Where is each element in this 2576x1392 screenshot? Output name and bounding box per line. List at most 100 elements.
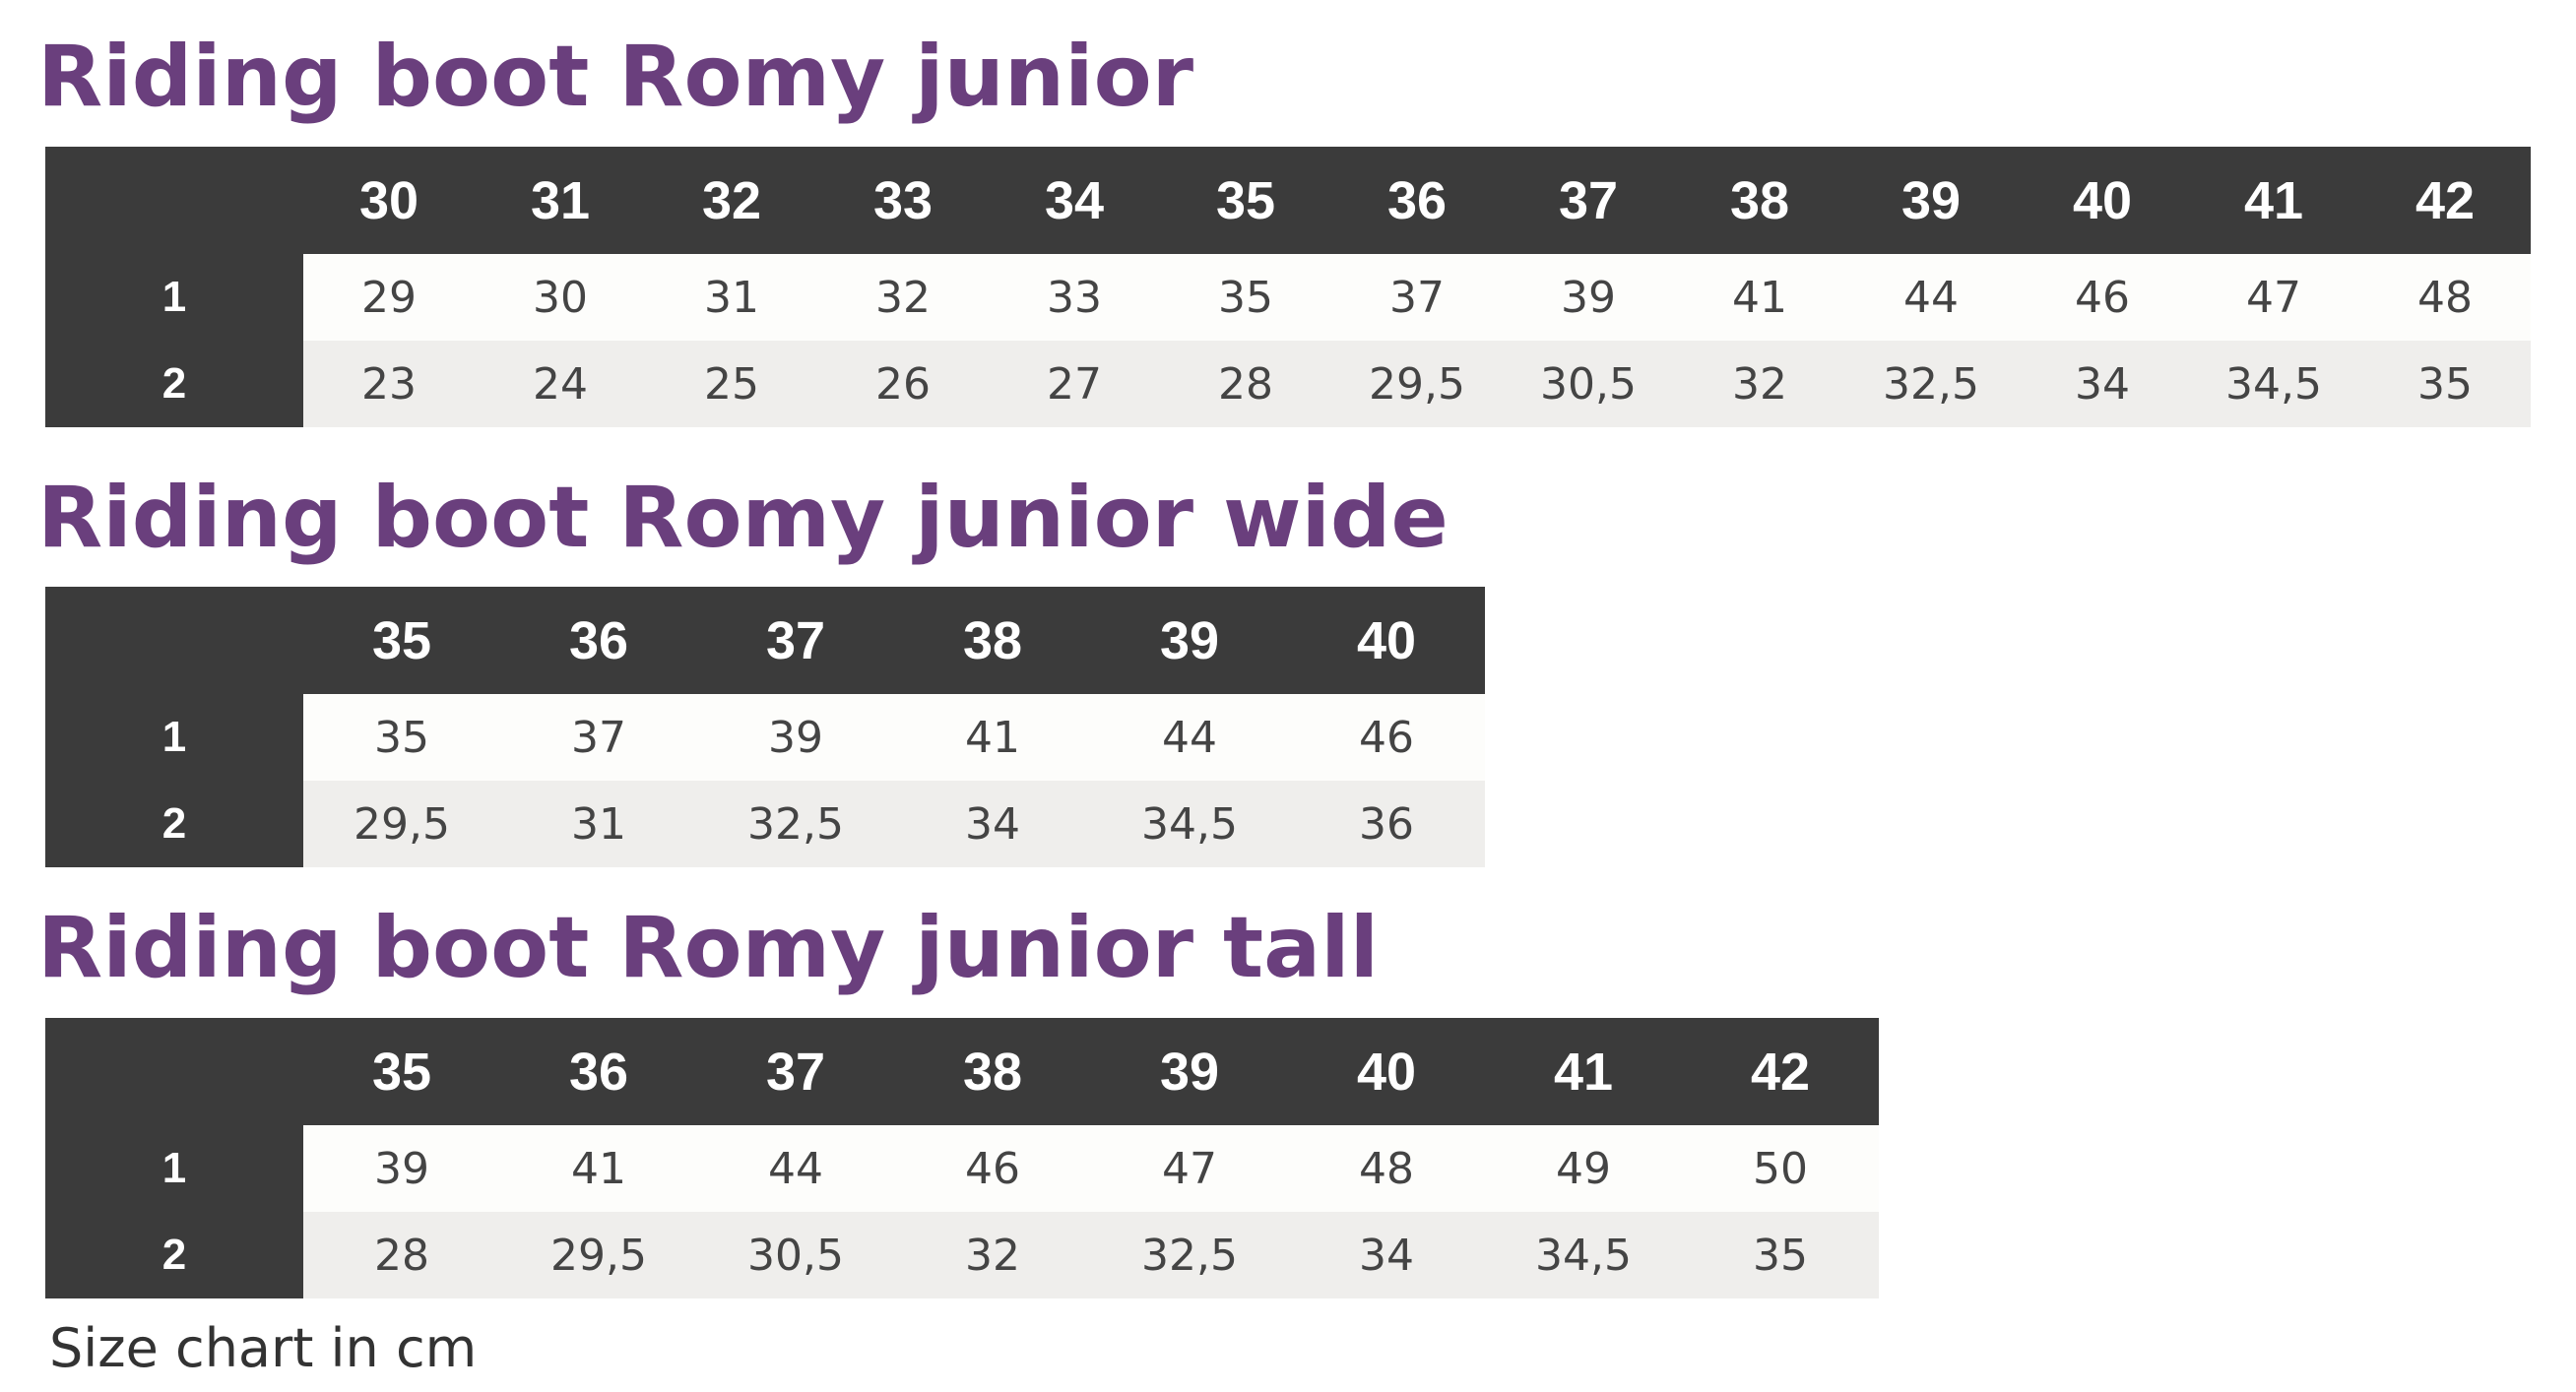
section-title-junior-tall: Riding boot Romy junior tall — [37, 899, 1380, 997]
measurement-cell: 41 — [500, 1125, 697, 1212]
row-label-cell: 2 — [45, 341, 303, 427]
size-header-cell: 42 — [1682, 1018, 1879, 1125]
measurement-row-1: 1 35 37 39 41 44 46 — [45, 694, 1485, 781]
measurement-cell: 41 — [1674, 254, 1845, 341]
measurement-cell: 29,5 — [1331, 341, 1503, 427]
measurement-cell: 32,5 — [1845, 341, 2017, 427]
row-label-cell: 2 — [45, 1212, 303, 1298]
measurement-cell: 32 — [1674, 341, 1845, 427]
measurement-cell: 32,5 — [697, 781, 894, 867]
measurement-cell: 30,5 — [1503, 341, 1674, 427]
measurement-cell: 39 — [1503, 254, 1674, 341]
measurement-cell: 48 — [2359, 254, 2531, 341]
measurement-row-2: 2 28 29,5 30,5 32 32,5 34 34,5 35 — [45, 1212, 1879, 1298]
measurement-cell: 28 — [303, 1212, 500, 1298]
measurement-cell: 39 — [303, 1125, 500, 1212]
measurement-cell: 27 — [989, 341, 1160, 427]
row-label-cell: 2 — [45, 781, 303, 867]
measurement-cell: 35 — [303, 694, 500, 781]
measurement-cell: 34,5 — [2188, 341, 2359, 427]
measurement-cell: 32 — [817, 254, 989, 341]
measurement-cell: 29 — [303, 254, 475, 341]
measurement-cell: 44 — [1845, 254, 2017, 341]
size-header-cell: 34 — [989, 147, 1160, 254]
size-header-cell: 40 — [2017, 147, 2188, 254]
size-header-cell: 42 — [2359, 147, 2531, 254]
size-table-junior-tall: 35 36 37 38 39 40 41 42 1 39 41 44 46 47 48 49 50 2 28 29… — [45, 1018, 1879, 1298]
size-header-cell: 40 — [1288, 587, 1485, 694]
measurement-cell: 25 — [646, 341, 817, 427]
measurement-cell: 44 — [697, 1125, 894, 1212]
measurement-cell: 34 — [1288, 1212, 1485, 1298]
size-header-cell: 41 — [1485, 1018, 1682, 1125]
measurement-cell: 24 — [475, 341, 646, 427]
measurement-cell: 39 — [697, 694, 894, 781]
measurement-cell: 49 — [1485, 1125, 1682, 1212]
measurement-cell: 36 — [1288, 781, 1485, 867]
measurement-cell: 35 — [1160, 254, 1331, 341]
row-label-cell: 1 — [45, 694, 303, 781]
size-header-cell: 40 — [1288, 1018, 1485, 1125]
measurement-cell: 32 — [894, 1212, 1091, 1298]
size-table-junior: 30 31 32 33 34 35 36 37 38 39 40 41 42 1 29 30 31 32 33 35… — [45, 147, 2531, 427]
corner-cell — [45, 147, 303, 254]
measurement-row-1: 1 39 41 44 46 47 48 49 50 — [45, 1125, 1879, 1212]
size-header-cell: 37 — [697, 587, 894, 694]
size-header-cell: 39 — [1845, 147, 2017, 254]
measurement-cell: 37 — [500, 694, 697, 781]
corner-cell — [45, 1018, 303, 1125]
size-header-cell: 37 — [1503, 147, 1674, 254]
measurement-cell: 48 — [1288, 1125, 1485, 1212]
measurement-cell: 47 — [1091, 1125, 1288, 1212]
size-header-cell: 38 — [894, 1018, 1091, 1125]
size-header-cell: 39 — [1091, 587, 1288, 694]
measurement-cell: 34,5 — [1091, 781, 1288, 867]
measurement-cell: 34 — [2017, 341, 2188, 427]
size-chart-unit-note: Size chart in cm — [49, 1317, 478, 1379]
measurement-cell: 46 — [894, 1125, 1091, 1212]
measurement-cell: 28 — [1160, 341, 1331, 427]
size-header-cell: 30 — [303, 147, 475, 254]
measurement-row-2: 2 29,5 31 32,5 34 34,5 36 — [45, 781, 1485, 867]
size-header-cell: 35 — [303, 587, 500, 694]
measurement-cell: 37 — [1331, 254, 1503, 341]
measurement-cell: 30 — [475, 254, 646, 341]
size-header-row: 35 36 37 38 39 40 — [45, 587, 1485, 694]
size-header-cell: 31 — [475, 147, 646, 254]
size-header-cell: 38 — [894, 587, 1091, 694]
measurement-row-1: 1 29 30 31 32 33 35 37 39 41 44 46 47 48 — [45, 254, 2531, 341]
measurement-cell: 50 — [1682, 1125, 1879, 1212]
size-header-cell: 32 — [646, 147, 817, 254]
measurement-cell: 35 — [1682, 1212, 1879, 1298]
size-header-cell: 36 — [500, 587, 697, 694]
measurement-cell: 30,5 — [697, 1212, 894, 1298]
measurement-cell: 33 — [989, 254, 1160, 341]
measurement-cell: 23 — [303, 341, 475, 427]
measurement-cell: 47 — [2188, 254, 2359, 341]
measurement-cell: 31 — [500, 781, 697, 867]
size-header-cell: 35 — [1160, 147, 1331, 254]
size-header-row: 35 36 37 38 39 40 41 42 — [45, 1018, 1879, 1125]
size-table-junior-wide: 35 36 37 38 39 40 1 35 37 39 41 44 46 2 29,5 31 32,5 34… — [45, 587, 1485, 867]
measurement-cell: 34 — [894, 781, 1091, 867]
size-header-cell: 39 — [1091, 1018, 1288, 1125]
measurement-cell: 46 — [2017, 254, 2188, 341]
measurement-cell: 44 — [1091, 694, 1288, 781]
row-label-cell: 1 — [45, 1125, 303, 1212]
row-label-cell: 1 — [45, 254, 303, 341]
measurement-row-2: 2 23 24 25 26 27 28 29,5 30,5 32 32,5 34 34,5 35 — [45, 341, 2531, 427]
size-header-row: 30 31 32 33 34 35 36 37 38 39 40 41 42 — [45, 147, 2531, 254]
measurement-cell: 29,5 — [303, 781, 500, 867]
size-header-cell: 38 — [1674, 147, 1845, 254]
section-title-junior-wide: Riding boot Romy junior wide — [37, 469, 1449, 567]
measurement-cell: 46 — [1288, 694, 1485, 781]
measurement-cell: 31 — [646, 254, 817, 341]
measurement-cell: 34,5 — [1485, 1212, 1682, 1298]
size-header-cell: 37 — [697, 1018, 894, 1125]
measurement-cell: 35 — [2359, 341, 2531, 427]
size-header-cell: 35 — [303, 1018, 500, 1125]
measurement-cell: 26 — [817, 341, 989, 427]
size-header-cell: 36 — [1331, 147, 1503, 254]
section-title-junior: Riding boot Romy junior — [37, 28, 1194, 126]
measurement-cell: 32,5 — [1091, 1212, 1288, 1298]
